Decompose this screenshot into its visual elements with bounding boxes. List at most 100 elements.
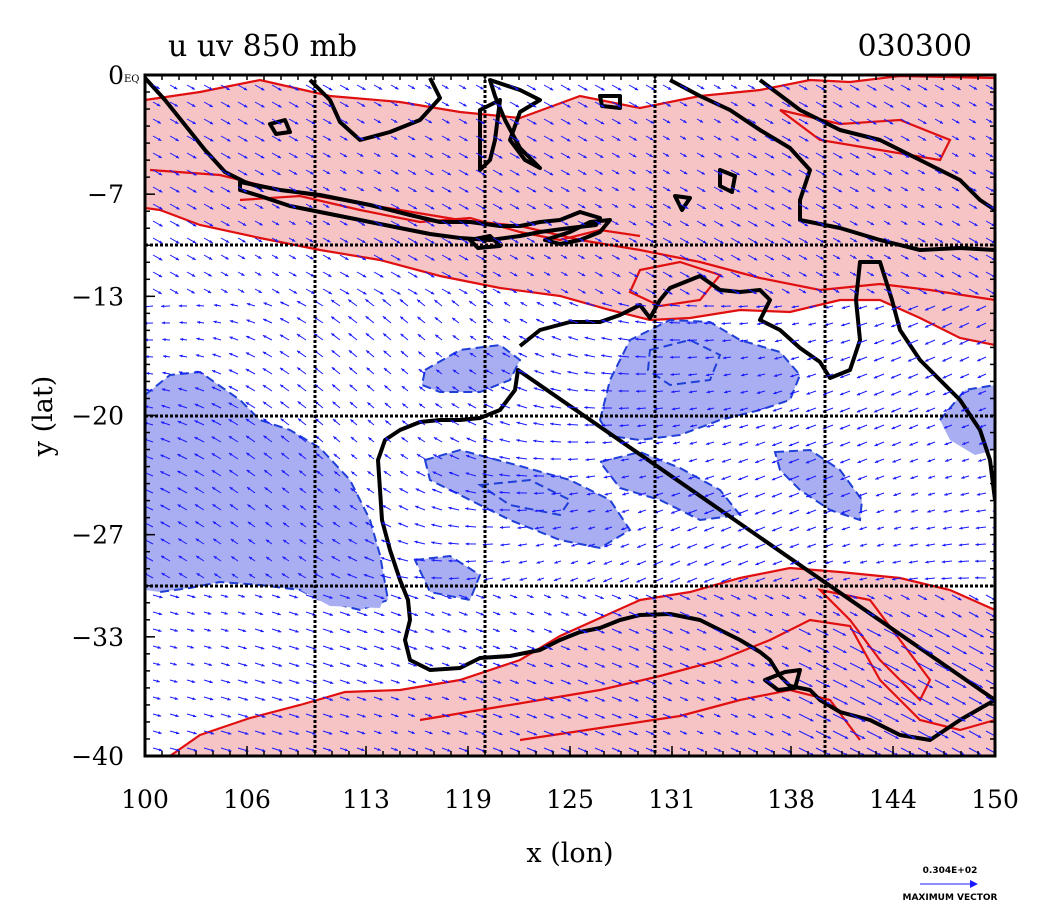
wind-vector-head bbox=[943, 425, 948, 429]
wind-vector-head bbox=[774, 322, 778, 326]
wind-vector-head bbox=[890, 392, 895, 396]
wind-vector-head bbox=[225, 239, 230, 243]
wind-vector-head bbox=[756, 408, 760, 412]
wind-vector-head bbox=[974, 222, 978, 226]
wind-vector-head bbox=[788, 172, 792, 176]
wind-vector-head bbox=[396, 223, 400, 227]
wind-vector-head bbox=[516, 732, 520, 736]
positive-contour bbox=[239, 194, 641, 242]
wind-vector-head bbox=[770, 138, 774, 141]
wind-vector-head bbox=[988, 119, 993, 123]
wind-vector-head bbox=[635, 647, 640, 651]
wind-vector-head bbox=[687, 511, 692, 514]
positive-contour bbox=[628, 260, 722, 308]
wind-vector-head bbox=[893, 493, 897, 497]
wind-vector-head bbox=[669, 321, 673, 325]
wind-vector-head bbox=[295, 87, 299, 91]
wind-vector-head bbox=[380, 663, 384, 667]
wind-vector-head bbox=[839, 138, 843, 142]
wind-vector-head bbox=[177, 437, 181, 441]
wind-vector-head bbox=[551, 353, 555, 357]
wind-vector-head bbox=[430, 206, 435, 210]
wind-vector-head bbox=[263, 318, 267, 322]
wind-vector-head bbox=[161, 304, 165, 308]
wind-vector-head bbox=[397, 540, 402, 543]
positive-contour bbox=[779, 108, 952, 162]
wind-vector-head bbox=[895, 650, 899, 654]
wind-vector-head bbox=[243, 172, 248, 176]
wind-vector-head bbox=[878, 701, 883, 705]
wind-vector-head bbox=[1008, 172, 1011, 175]
wind-vector-head bbox=[874, 341, 878, 345]
wind-vector-head bbox=[157, 137, 162, 141]
wind-vector-head bbox=[961, 408, 965, 412]
wind-vector-head bbox=[604, 492, 608, 496]
wind-vector-head bbox=[700, 748, 705, 752]
wind-vector-head bbox=[570, 578, 574, 582]
wind-vector-head bbox=[209, 223, 214, 227]
wind-vector-head bbox=[498, 223, 503, 227]
wind-vector-head bbox=[1006, 103, 1009, 106]
wind-vector-head bbox=[210, 189, 214, 193]
wind-vector-head bbox=[756, 391, 761, 394]
wind-vector-head bbox=[618, 406, 623, 410]
wind-vector-head bbox=[429, 748, 434, 752]
wind-vector-head bbox=[911, 735, 916, 739]
wind-vector-head bbox=[468, 386, 472, 390]
wind-vector-head bbox=[384, 385, 388, 389]
wind-vector-head bbox=[316, 522, 320, 526]
wind-vector-head bbox=[533, 121, 537, 125]
wind-vector-head bbox=[853, 290, 857, 293]
wind-vector-head bbox=[618, 389, 622, 393]
wind-vector-head bbox=[753, 172, 758, 176]
wind-vector-head bbox=[567, 681, 571, 685]
wind-vector-head bbox=[699, 119, 704, 123]
wind-vector-head bbox=[281, 452, 285, 457]
wind-vector-head bbox=[361, 731, 366, 735]
wind-vector-head bbox=[683, 731, 687, 735]
wind-vector-head bbox=[838, 205, 842, 209]
wind-vector-head bbox=[333, 436, 337, 440]
wind-vector-head bbox=[263, 452, 268, 456]
wind-vector-head bbox=[380, 613, 385, 617]
wind-vector-head bbox=[666, 170, 670, 174]
wind-vector-head bbox=[159, 595, 163, 599]
wind-vector-head bbox=[942, 375, 947, 379]
wind-vector-head bbox=[533, 422, 537, 426]
wind-vector-head bbox=[840, 493, 845, 497]
wind-vector-head bbox=[861, 701, 866, 705]
wind-vector bbox=[1003, 731, 1015, 738]
x-axis-ticks: 100 106 113 119 125 131 138 144 150 bbox=[121, 75, 1019, 814]
wind-vector-head bbox=[668, 240, 672, 243]
wind-vector-head bbox=[946, 634, 950, 638]
wind-vector-head bbox=[756, 305, 760, 309]
wind-vector-head bbox=[686, 579, 691, 583]
wind-vector-head bbox=[634, 291, 639, 295]
wind-vector-head bbox=[837, 222, 842, 226]
wind-vector-head bbox=[411, 713, 415, 717]
wind-vector-head bbox=[940, 291, 945, 295]
wind-vector-head bbox=[736, 172, 740, 175]
wind-vector-head bbox=[533, 456, 537, 461]
negative-region-northwest-aus bbox=[422, 345, 520, 392]
wind-vector-head bbox=[210, 172, 214, 176]
wind-vector-head bbox=[724, 390, 728, 394]
wind-vector-head bbox=[839, 409, 844, 413]
wind-vector-head bbox=[895, 685, 900, 688]
wind-vector-head bbox=[940, 597, 945, 601]
wind-vector-head bbox=[448, 559, 452, 563]
wind-vector-head bbox=[496, 290, 501, 294]
wind-vector-head bbox=[175, 172, 180, 176]
wind-vector-head bbox=[771, 460, 776, 464]
wind-vector-head bbox=[956, 120, 960, 124]
wind-vector-head bbox=[601, 698, 606, 702]
wind-vector-head bbox=[652, 647, 657, 651]
wind-vector-head bbox=[550, 439, 554, 444]
wind-vector-head bbox=[669, 596, 673, 600]
wind-vector-head bbox=[276, 205, 280, 209]
wind-vector-head bbox=[174, 103, 178, 107]
wind-vector-head bbox=[264, 504, 269, 508]
wind-vector-head bbox=[462, 680, 466, 683]
wind-vector-head bbox=[516, 172, 520, 176]
wind-vector-head bbox=[719, 189, 723, 192]
